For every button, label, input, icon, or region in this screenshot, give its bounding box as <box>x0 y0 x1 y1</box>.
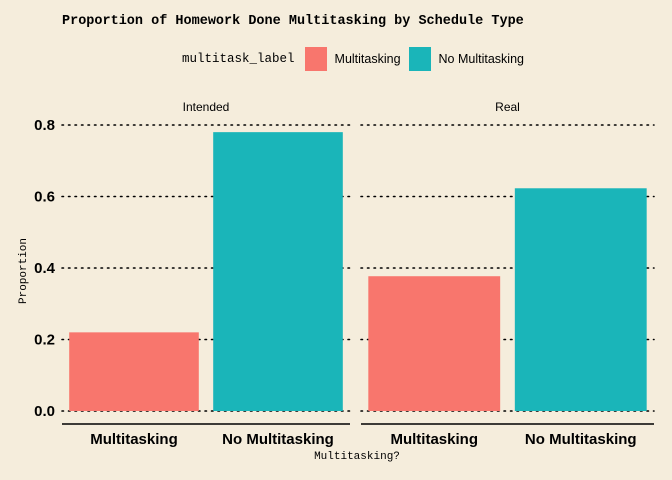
legend-title: multitask_label <box>182 52 295 66</box>
x-tick-label: No Multitasking <box>222 431 334 448</box>
bar-real-no-multitasking <box>514 188 647 411</box>
facet-label-intended: Intended <box>183 100 230 114</box>
bar-real-multitasking <box>368 276 501 411</box>
y-tick-label: 0.2 <box>34 332 55 349</box>
y-tick-label: 0.4 <box>34 260 56 277</box>
legend-label-no-multitasking: No Multitasking <box>438 52 524 66</box>
y-tick-label: 0.8 <box>34 117 55 134</box>
x-axis-label: Multitasking? <box>314 451 400 463</box>
y-tick-label: 0.6 <box>34 189 55 206</box>
y-axis-label: Proportion <box>18 238 30 304</box>
x-tick-label: Multitasking <box>90 431 178 448</box>
facet-label-real: Real <box>495 100 520 114</box>
bar-intended-multitasking <box>69 332 199 411</box>
chart-title: Proportion of Homework Done Multitasking… <box>62 14 524 29</box>
legend-label-multitasking: Multitasking <box>334 52 401 66</box>
legend-item-no-multitasking: No Multitasking <box>408 47 524 71</box>
y-tick-label: 0.0 <box>34 403 55 420</box>
legend-key-no-multitasking <box>408 47 431 71</box>
legend-item-multitasking: Multitasking <box>304 47 401 71</box>
legend-key-multitasking <box>304 47 327 71</box>
x-tick-label: No Multitasking <box>525 431 637 448</box>
x-tick-label: Multitasking <box>390 431 478 448</box>
legend: multitask_label Multitasking No Multitas… <box>182 47 532 71</box>
bar-intended-no-multitasking <box>213 132 343 411</box>
